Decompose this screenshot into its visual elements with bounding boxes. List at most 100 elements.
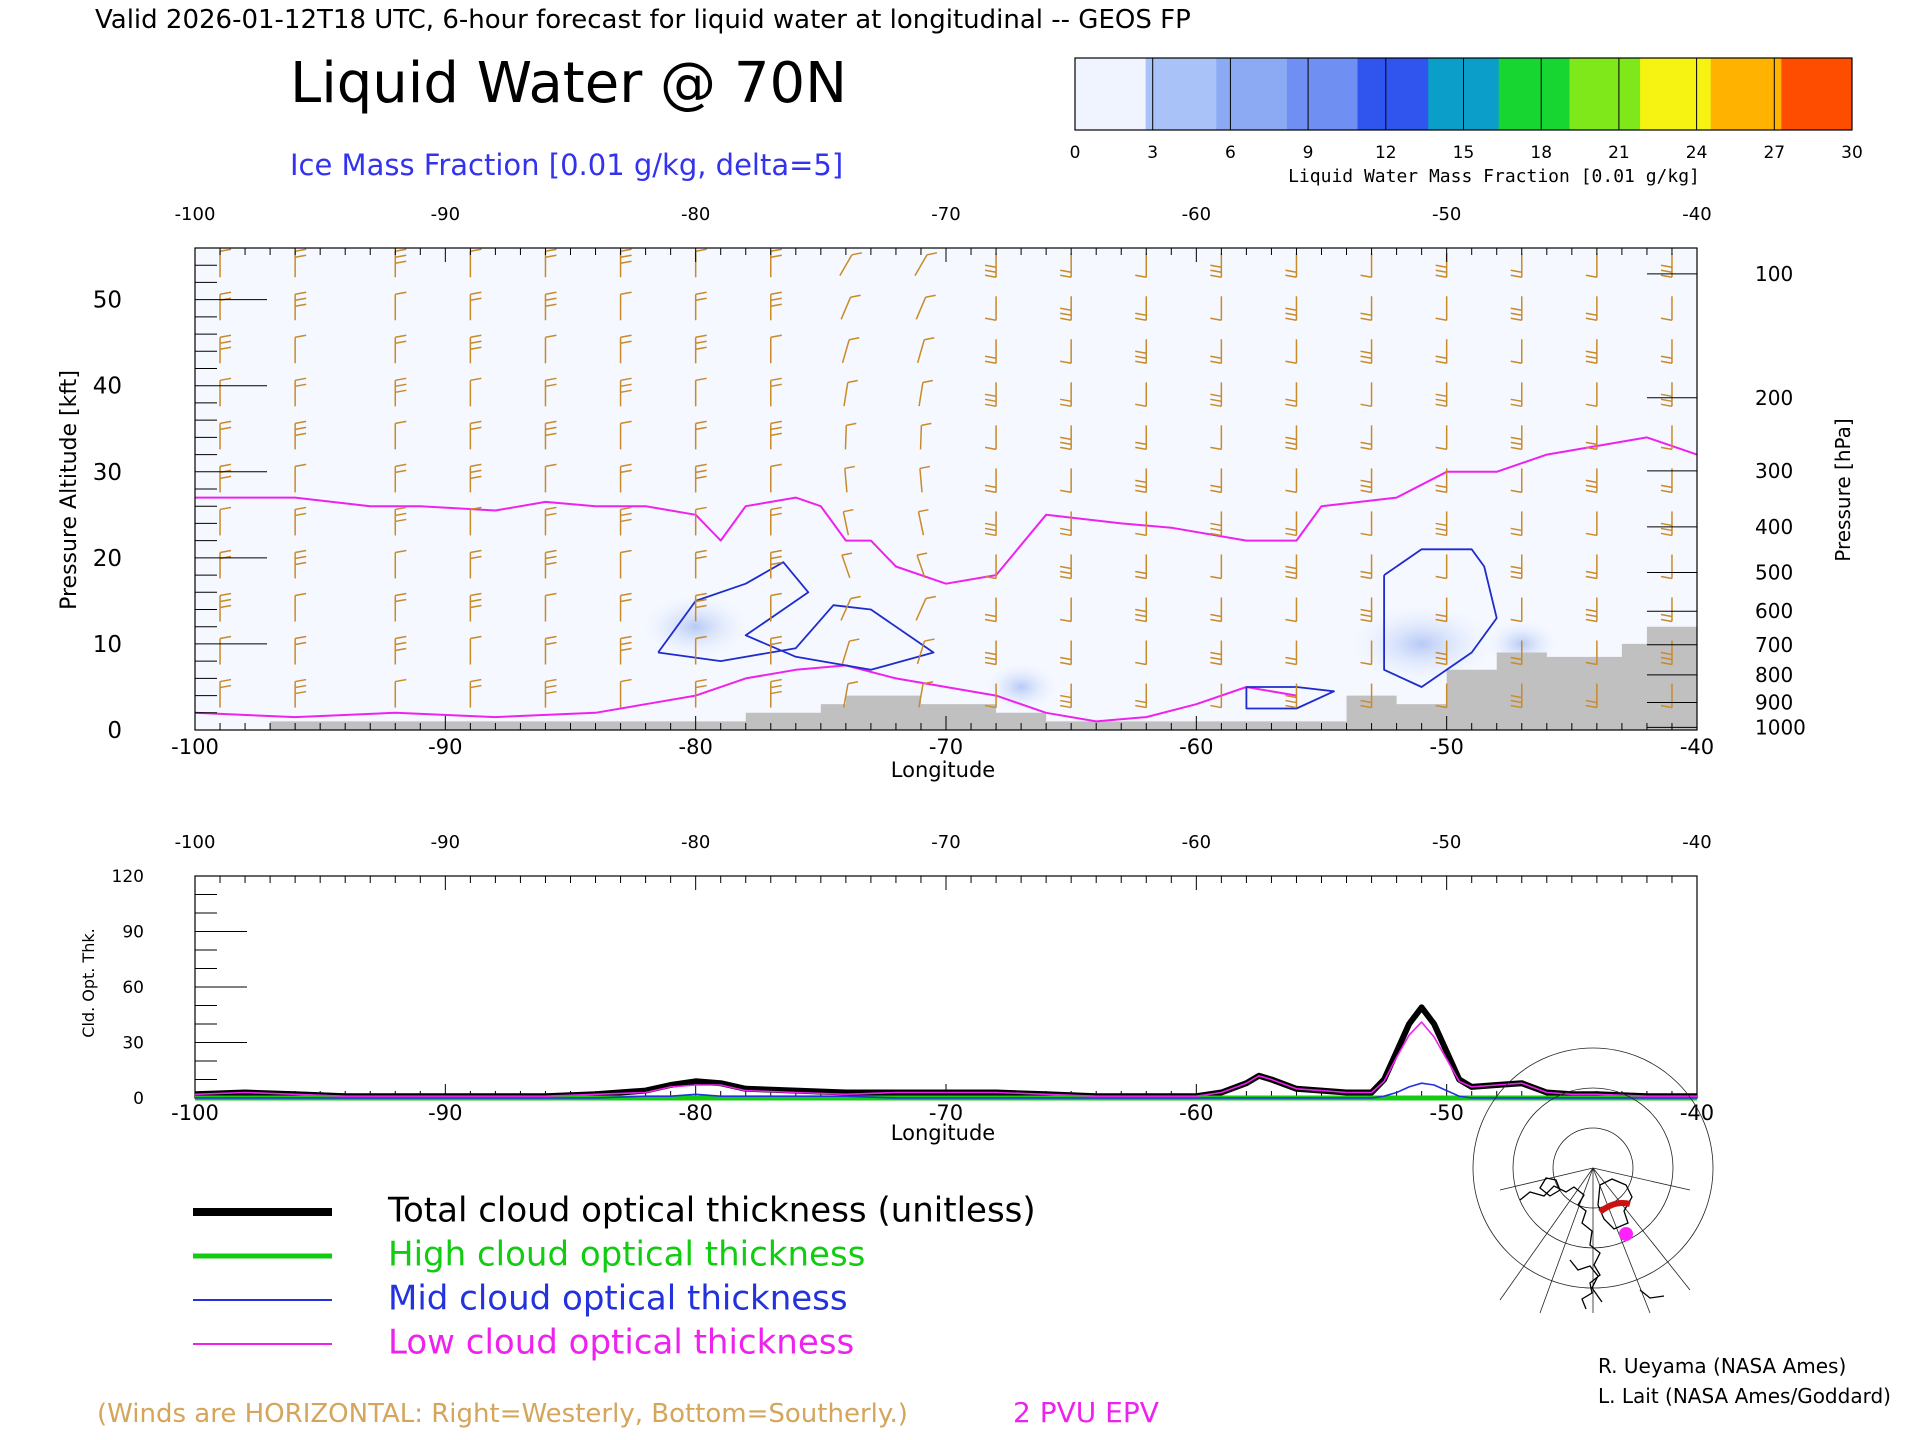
- wind-barb: [1210, 296, 1223, 321]
- wind-barb: [1360, 253, 1373, 278]
- legend-label-total: Total cloud optical thickness (unitless): [387, 1191, 1036, 1231]
- wind-barb: [1060, 382, 1072, 408]
- wind-barb: [1435, 382, 1448, 408]
- wind-barb: [694, 334, 707, 364]
- wind-barb: [694, 377, 707, 407]
- wind-barb: [294, 377, 307, 407]
- series-mid-line: [195, 1082, 1697, 1099]
- y-tick-label: 0: [107, 718, 122, 744]
- colorbar-tick-label: 30: [1841, 143, 1863, 163]
- wind-barb: [544, 635, 557, 665]
- epv-2pvu-line: [195, 436, 1698, 585]
- wind-barb: [219, 248, 232, 278]
- wind-barb: [469, 420, 482, 450]
- wind-barb: [544, 549, 557, 579]
- wind-barb: [984, 640, 997, 666]
- wind-barb: [844, 422, 857, 450]
- wind-barb: [394, 592, 407, 622]
- wind-barb: [1435, 640, 1448, 666]
- wind-barb: [1510, 683, 1523, 709]
- wind-barb: [1360, 425, 1373, 451]
- wind-barb: [469, 678, 482, 708]
- x-tick-label-top: -80: [681, 204, 710, 225]
- page-title: Liquid Water @ 70N: [290, 51, 847, 116]
- wind-barb: [294, 334, 307, 364]
- pressure-tick-label: 600: [1755, 599, 1793, 623]
- cross-section-panel: -100 -100 -90 -90 -80 -80 -70 -70 -60 -60 -50 -50 -4…: [93, 204, 1806, 759]
- wind-barb: [544, 377, 557, 407]
- ice-contour: [1383, 548, 1498, 688]
- colorbar-cell: [1781, 58, 1853, 130]
- legend-label-mid: Mid cloud optical thickness: [388, 1279, 848, 1319]
- ice-contour: [657, 561, 935, 671]
- y-tick-label: 20: [93, 546, 122, 572]
- wind-barb: [394, 291, 407, 321]
- wind-barb: [1210, 468, 1223, 494]
- wind-barb: [839, 252, 863, 276]
- wind-barb: [1660, 382, 1673, 408]
- wind-barb: [984, 296, 997, 321]
- wind-barb: [770, 635, 782, 665]
- wind-barb: [619, 506, 632, 536]
- colorbar-tick-label: 24: [1686, 143, 1708, 163]
- legend-label-low: Low cloud optical thickness: [388, 1323, 854, 1363]
- x-tick-label-top: -60: [1182, 832, 1211, 853]
- wind-barb: [770, 549, 782, 579]
- wind-barb: [915, 595, 936, 621]
- colorbar-tick-label: 9: [1303, 143, 1314, 163]
- wind-barb: [914, 252, 938, 276]
- wind-barb: [219, 592, 232, 622]
- wind-barb: [984, 253, 997, 278]
- wind-barb: [1585, 554, 1598, 580]
- wind-barb: [1585, 511, 1598, 537]
- wind-barb: [1135, 339, 1148, 365]
- pressure-tick-label: 300: [1755, 459, 1793, 483]
- wind-barb: [619, 291, 632, 321]
- wind-barb: [394, 549, 407, 579]
- wind-barb: [1285, 253, 1298, 278]
- wind-barb: [1585, 296, 1598, 321]
- wind-barb: [294, 635, 307, 665]
- wind-barb: [770, 506, 782, 536]
- x-tick-label-top: -50: [1432, 832, 1461, 853]
- wind-barb: [1660, 511, 1673, 537]
- wind-barb: [1435, 468, 1448, 494]
- wind-barb: [469, 592, 482, 622]
- x-tick-label-top: -50: [1432, 204, 1461, 225]
- wind-barb: [694, 291, 707, 321]
- wind-barb: [1510, 253, 1523, 278]
- colorbar-frame: [1074, 57, 1853, 131]
- wind-barb: [544, 248, 557, 278]
- wind-barb: [984, 597, 997, 623]
- colorbar-cell: [1569, 58, 1641, 130]
- wind-barb: [1585, 683, 1598, 709]
- wind-barb: [219, 635, 232, 665]
- wind-barb: [619, 248, 632, 278]
- colorbar-tick-label: 27: [1763, 143, 1785, 163]
- wind-barb: [394, 678, 407, 708]
- wind-barb: [1285, 554, 1298, 580]
- x-tick-label-top: -100: [175, 204, 216, 225]
- colorbar-tick-label: 3: [1147, 143, 1158, 163]
- wind-barb: [469, 635, 482, 665]
- wind-barb: [1585, 597, 1598, 623]
- wind-barb: [1135, 683, 1148, 709]
- wind-barb: [1660, 253, 1673, 278]
- wind-barb: [619, 635, 632, 665]
- wind-barb: [1060, 253, 1072, 278]
- wind-barb: [219, 506, 232, 536]
- wind-barb: [544, 506, 557, 536]
- wind-barb: [694, 463, 707, 493]
- wind-barb: [1435, 597, 1448, 623]
- wind-barb: [916, 638, 935, 665]
- wind-barb: [1360, 683, 1373, 709]
- wind-barb: [1210, 339, 1223, 365]
- x-tick-label: -70: [929, 1101, 963, 1125]
- wind-barb: [1285, 425, 1298, 451]
- wind-barb: [1660, 468, 1673, 494]
- wind-barb: [619, 463, 632, 493]
- wind-barb: [1360, 296, 1373, 321]
- wind-barb: [1660, 425, 1673, 451]
- colorbar-label: Liquid Water Mass Fraction [0.01 g/kg]: [1288, 166, 1700, 187]
